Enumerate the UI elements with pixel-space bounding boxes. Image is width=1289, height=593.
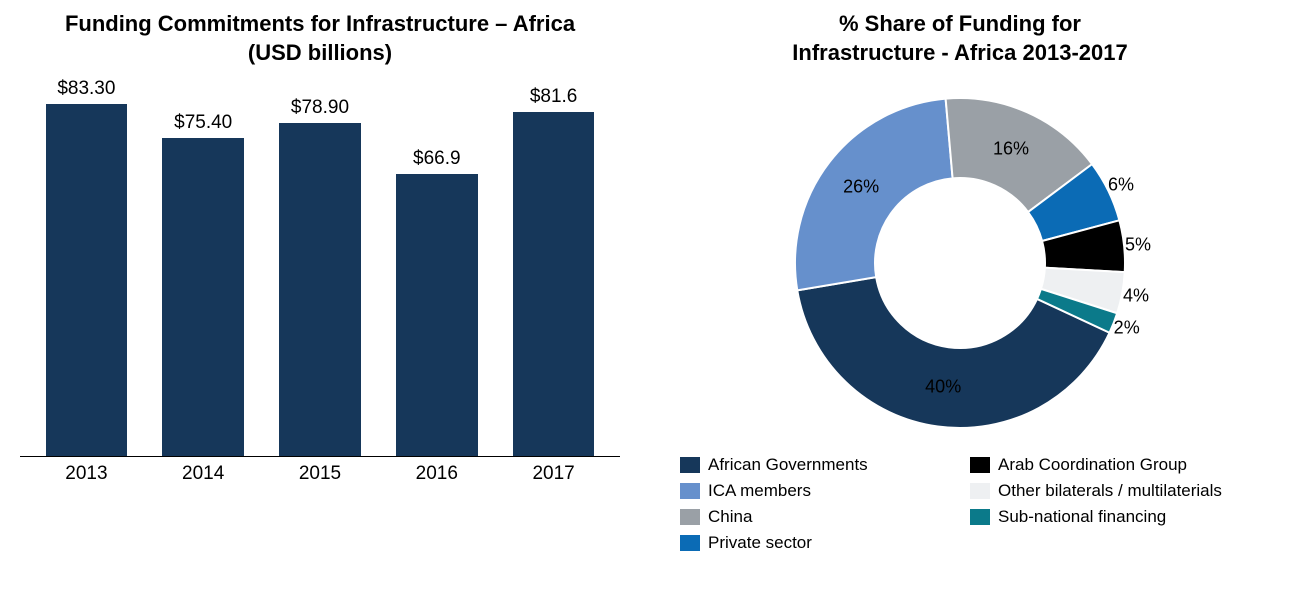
bar-rect — [513, 112, 595, 457]
legend-label: ICA members — [708, 481, 811, 501]
legend-item — [970, 533, 1240, 553]
bar-category-label: 2013 — [34, 463, 139, 485]
donut-slice-label: 5% — [1125, 234, 1151, 255]
bar-category-label: 2015 — [268, 463, 373, 485]
bar-2017: $81.6 — [501, 86, 606, 457]
donut-chart-panel: % Share of Funding for Infrastructure - … — [640, 10, 1280, 583]
bar-rect — [162, 138, 244, 456]
donut-slice-label: 4% — [1123, 285, 1149, 306]
legend-label: Sub-national financing — [998, 507, 1166, 527]
bar-value-label: $78.90 — [291, 97, 349, 119]
legend-swatch — [680, 535, 700, 551]
donut-slice-label: 6% — [1108, 174, 1134, 195]
legend-label: Private sector — [708, 533, 812, 553]
bar-x-axis: 2013 2014 2015 2016 2017 — [20, 457, 620, 485]
bar-2015: $78.90 — [268, 97, 373, 456]
bar-chart-title: Funding Commitments for Infrastructure –… — [65, 10, 575, 67]
bar-rect — [396, 174, 478, 456]
legend-item: Other bilaterals / multilaterials — [970, 481, 1240, 501]
legend-label: African Governments — [708, 455, 868, 475]
legend-swatch — [970, 483, 990, 499]
donut-slice-label: 40% — [925, 377, 961, 398]
donut-legend: African Governments Arab Coordination Gro… — [680, 455, 1240, 553]
bar-chart-title-line1: Funding Commitments for Infrastructure –… — [65, 11, 575, 36]
donut-slice-label: 16% — [993, 139, 1029, 160]
legend-item: Arab Coordination Group — [970, 455, 1240, 475]
legend-item: Private sector — [680, 533, 950, 553]
donut-slice-label: 2% — [1114, 318, 1140, 339]
donut-chart-title-line1: % Share of Funding for — [839, 11, 1081, 36]
bar-plot-area: $83.30 $75.40 $78.90 $66.9 $81.6 — [20, 77, 620, 457]
legend-swatch — [680, 509, 700, 525]
bar-category-label: 2014 — [151, 463, 256, 485]
legend-label: Other bilaterals / multilaterials — [998, 481, 1222, 501]
legend-item: Sub-national financing — [970, 507, 1240, 527]
legend-item: ICA members — [680, 481, 950, 501]
donut-slice-label: 26% — [843, 176, 879, 197]
bar-chart: $83.30$75.40$78.90$66.9$81.6 20132014201… — [20, 77, 620, 485]
legend-label: Arab Coordination Group — [998, 455, 1187, 475]
bar-value-label: $66.9 — [413, 148, 461, 170]
donut-chart: 40%26%16%6%5%4%2% — [780, 83, 1140, 443]
bar-value-label: $83.30 — [57, 78, 115, 100]
bar-2013: $83.30 — [34, 78, 139, 456]
legend-item: China — [680, 507, 950, 527]
bar-chart-title-line2: (USD billions) — [248, 40, 392, 65]
bar-value-label: $81.6 — [530, 86, 578, 108]
donut-chart-title: % Share of Funding for Infrastructure - … — [792, 10, 1127, 67]
bar-category-label: 2016 — [384, 463, 489, 485]
bar-2016: $66.9 — [384, 148, 489, 456]
legend-label: China — [708, 507, 752, 527]
bar-rect — [46, 104, 128, 456]
legend-swatch — [680, 483, 700, 499]
bar-chart-panel: Funding Commitments for Infrastructure –… — [20, 10, 620, 583]
legend-swatch — [970, 457, 990, 473]
legend-swatch — [970, 509, 990, 525]
bar-value-label: $75.40 — [174, 112, 232, 134]
bar-rect — [279, 123, 361, 456]
legend-item: African Governments — [680, 455, 950, 475]
bar-category-label: 2017 — [501, 463, 606, 485]
bar-2014: $75.40 — [151, 112, 256, 456]
donut-chart-title-line2: Infrastructure - Africa 2013-2017 — [792, 40, 1127, 65]
legend-swatch — [680, 457, 700, 473]
